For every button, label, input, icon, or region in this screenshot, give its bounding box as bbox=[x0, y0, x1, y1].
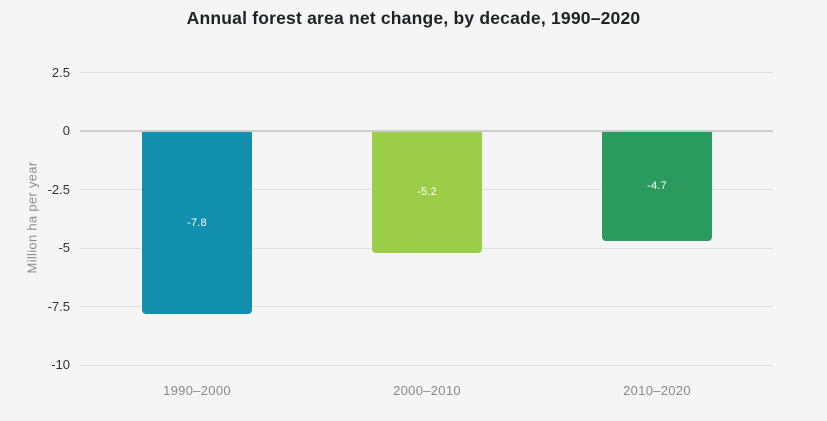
gridline bbox=[80, 72, 773, 73]
y-tick-label: -7.5 bbox=[47, 298, 70, 314]
y-tick-label: 2.5 bbox=[51, 64, 70, 80]
bar-value-label: -5.2 bbox=[417, 186, 437, 199]
gridline bbox=[80, 364, 773, 366]
y-tick-label: -2.5 bbox=[47, 181, 70, 197]
bar-1990–2000[interactable]: -7.8 bbox=[142, 132, 252, 314]
x-tick-label: 1990–2000 bbox=[163, 383, 231, 398]
y-tick-label: 0 bbox=[62, 123, 70, 138]
bar-value-label: -7.8 bbox=[187, 216, 207, 229]
bar-value-label: -4.7 bbox=[647, 180, 667, 193]
zero-gridline bbox=[80, 130, 773, 132]
gridline bbox=[80, 306, 773, 307]
bar-2000–2010[interactable]: -5.2 bbox=[372, 132, 482, 253]
y-tick-label: -5 bbox=[58, 240, 70, 255]
bar-2010–2020[interactable]: -4.7 bbox=[602, 132, 712, 241]
y-tick-label: -10 bbox=[51, 357, 70, 372]
y-axis-title: Million ha per year bbox=[24, 161, 40, 274]
chart-title: Annual forest area net change, by decade… bbox=[186, 8, 641, 28]
x-tick-label: 2010–2020 bbox=[623, 383, 691, 398]
x-tick-label: 2000–2010 bbox=[393, 383, 461, 398]
